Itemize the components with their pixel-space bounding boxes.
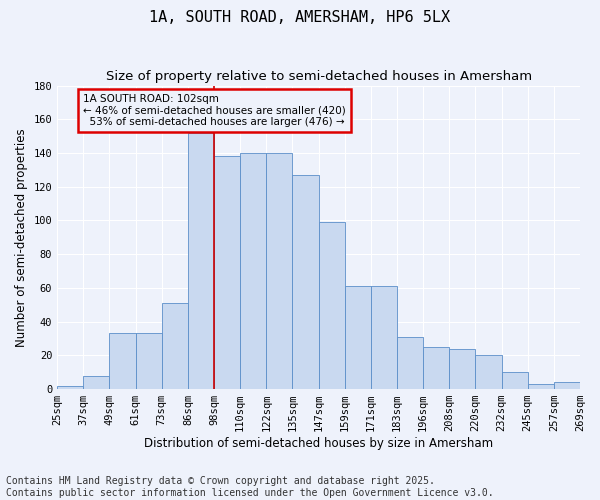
Bar [554, 382, 580, 389]
Bar [188, 133, 214, 389]
Bar [266, 153, 292, 389]
Bar [449, 348, 475, 389]
Bar [292, 175, 319, 389]
Bar [345, 286, 371, 389]
Bar [528, 384, 554, 389]
Bar [397, 337, 423, 389]
Bar [319, 222, 345, 389]
Bar [109, 334, 136, 389]
Bar [136, 334, 162, 389]
Y-axis label: Number of semi-detached properties: Number of semi-detached properties [15, 128, 28, 346]
Bar [423, 347, 449, 389]
Title: Size of property relative to semi-detached houses in Amersham: Size of property relative to semi-detach… [106, 70, 532, 83]
Bar [475, 356, 502, 389]
Bar [240, 153, 266, 389]
Bar [57, 386, 83, 389]
Bar [162, 303, 188, 389]
Bar [83, 376, 109, 389]
Text: 1A, SOUTH ROAD, AMERSHAM, HP6 5LX: 1A, SOUTH ROAD, AMERSHAM, HP6 5LX [149, 10, 451, 25]
Bar [502, 372, 528, 389]
Bar [371, 286, 397, 389]
X-axis label: Distribution of semi-detached houses by size in Amersham: Distribution of semi-detached houses by … [144, 437, 493, 450]
Bar [214, 156, 240, 389]
Text: 1A SOUTH ROAD: 102sqm
← 46% of semi-detached houses are smaller (420)
  53% of s: 1A SOUTH ROAD: 102sqm ← 46% of semi-deta… [83, 94, 346, 127]
Text: Contains HM Land Registry data © Crown copyright and database right 2025.
Contai: Contains HM Land Registry data © Crown c… [6, 476, 494, 498]
